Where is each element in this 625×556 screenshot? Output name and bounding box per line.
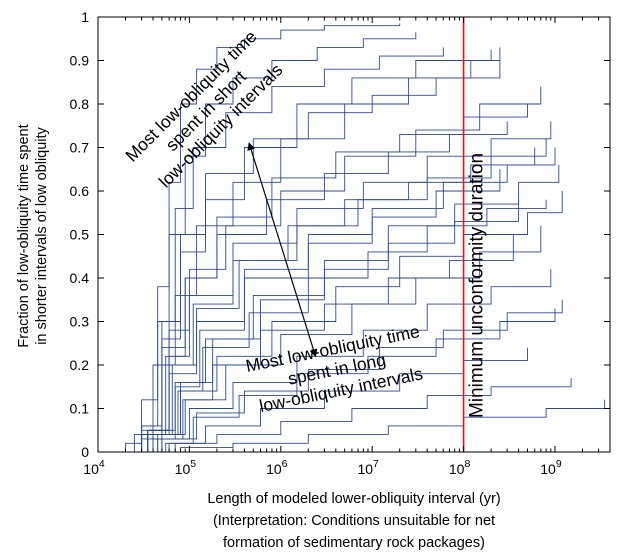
series-line-26: [98, 308, 556, 453]
x-tick-label-6: 109: [540, 458, 562, 477]
y-tick-label-6: 0.5: [70, 227, 90, 243]
series-line-16: [98, 299, 563, 453]
x-tick-label-3: 106: [266, 458, 288, 477]
y-tick-label-2: 0.1: [70, 401, 90, 417]
reference-line-label: Minimum unconformity duration: [467, 153, 488, 418]
x-tick-label-1: 104: [83, 458, 105, 477]
y-tick-label-8: 0.7: [70, 140, 90, 156]
y-tick-label-5: 0.4: [70, 270, 90, 286]
reference-line-layer: Minimum unconformity duration: [462, 17, 488, 452]
y-axis-label: Fraction of low-obliquity time spent in s…: [16, 124, 50, 347]
series-line-2: [98, 32, 417, 453]
y-tick-label-9: 0.8: [70, 96, 90, 112]
x-tick-label-4: 107: [357, 458, 379, 477]
x-tick-label-5: 108: [449, 458, 471, 477]
annotation-arrow: [247, 142, 318, 358]
y-tick-label-11: 1: [81, 9, 89, 25]
series-line-23: [98, 47, 444, 453]
series-line-19: [98, 399, 606, 453]
x-axis-label: Length of modeled lower-obliquity interv…: [207, 491, 500, 551]
x-tick-label-2: 105: [175, 458, 197, 477]
y-tick-label-3: 0.2: [70, 357, 90, 373]
series-line-1: [98, 23, 401, 453]
y-tick-label-10: 0.9: [70, 53, 90, 69]
y-tick-label-4: 0.3: [70, 314, 90, 330]
y-tick-label-1: 0: [81, 444, 89, 460]
axes-layer: 104 105 106 107 108 109 0 0.1 0.2 0.3 0.4 0.5 0.6 0.7…: [16, 9, 611, 551]
y-tick-label-7: 0.6: [70, 183, 90, 199]
